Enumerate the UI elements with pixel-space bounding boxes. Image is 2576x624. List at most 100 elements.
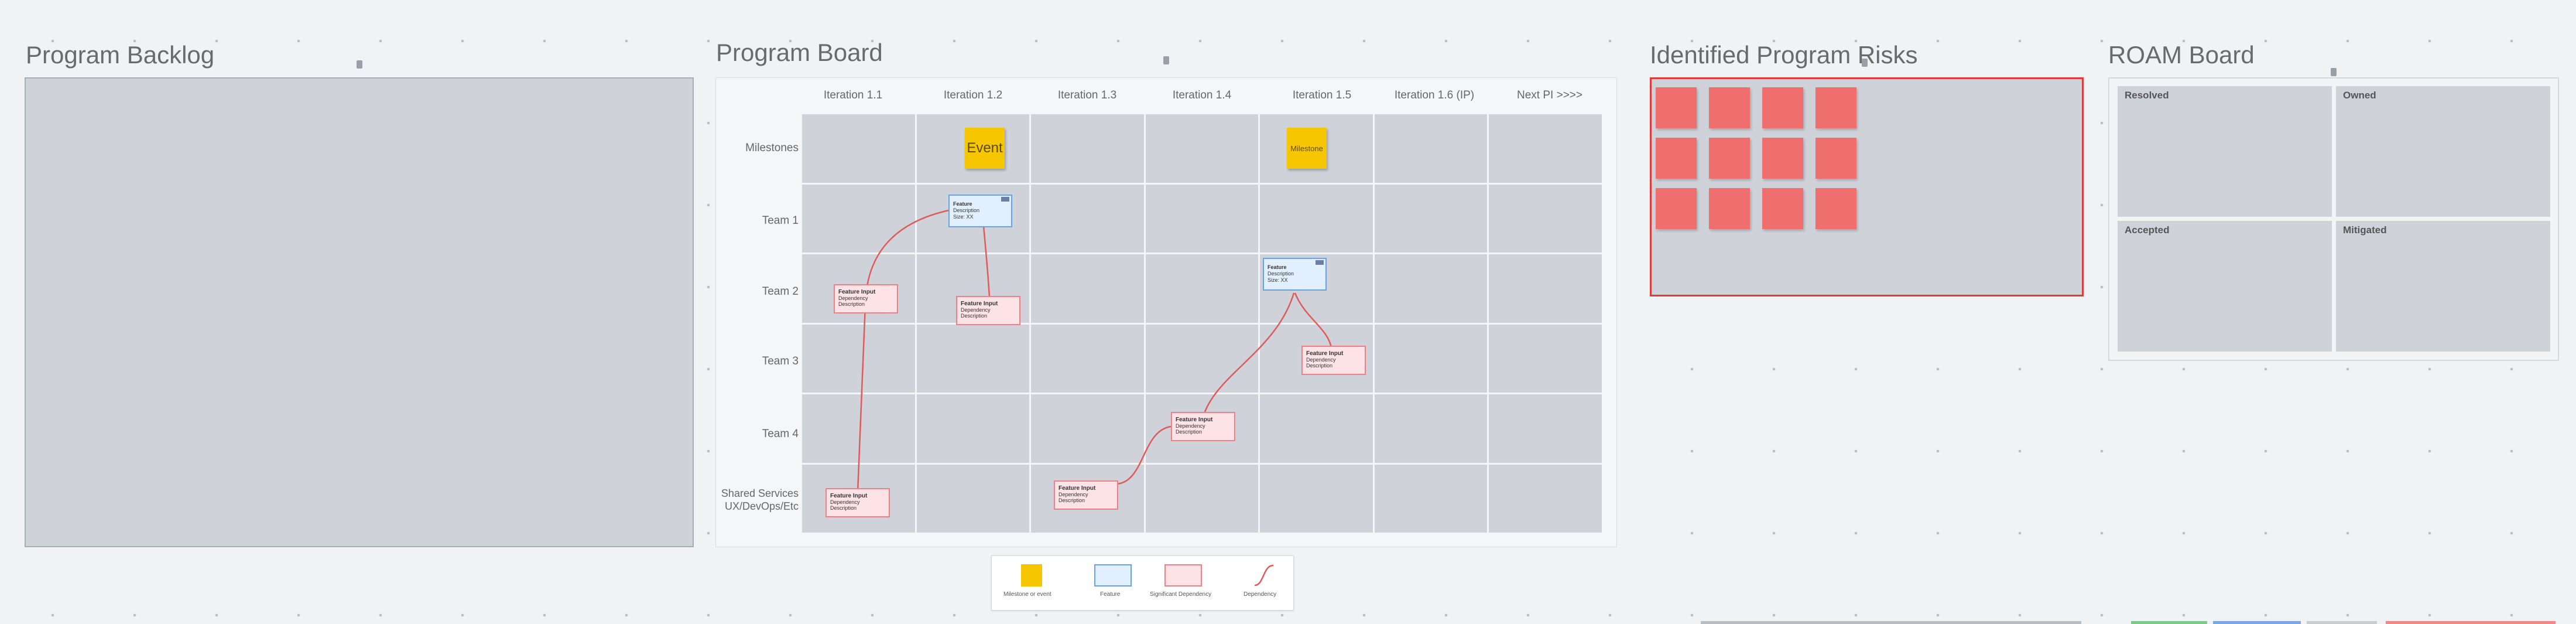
- dependency-title: Feature Input: [961, 301, 998, 307]
- dependency-description: Dependency Description: [961, 307, 991, 319]
- board-cell[interactable]: [1489, 324, 1602, 393]
- risk-sticky[interactable]: [1656, 138, 1697, 179]
- board-cell[interactable]: [1260, 184, 1373, 253]
- board-cell[interactable]: [1260, 464, 1373, 533]
- risk-sticky[interactable]: [1709, 138, 1750, 179]
- dependency-description: Dependency Description: [1176, 423, 1205, 435]
- board-cell[interactable]: [1374, 324, 1487, 393]
- risk-sticky[interactable]: [1815, 188, 1856, 229]
- board-cell[interactable]: [802, 394, 915, 463]
- bottom-edge-object: [1701, 621, 2081, 624]
- board-cell[interactable]: [1031, 254, 1144, 323]
- board-cell[interactable]: [1145, 254, 1258, 323]
- column-header-iteration-1-2: Iteration 1.2: [943, 89, 1003, 101]
- milestone-label: Milestone: [1290, 144, 1323, 153]
- feature-card-team2[interactable]: Feature Description Size: XX: [1263, 258, 1327, 291]
- bottom-edge-object: [2307, 621, 2377, 624]
- risks-resize-handle[interactable]: [1862, 59, 1868, 67]
- feature-card-team1[interactable]: Feature Description Size: XX: [948, 195, 1012, 227]
- column-header-iteration-1-5: Iteration 1.5: [1292, 89, 1352, 101]
- risk-sticky[interactable]: [1762, 138, 1803, 179]
- milestone-sticky[interactable]: Milestone: [1287, 128, 1327, 169]
- board-cell[interactable]: [1374, 184, 1487, 253]
- roam-resize-handle[interactable]: [2331, 68, 2337, 76]
- dependency-card-team3-iter15[interactable]: Feature Input Dependency Description: [1301, 346, 1366, 375]
- backlog-resize-handle[interactable]: [357, 60, 362, 69]
- dependency-description: Dependency Description: [838, 295, 868, 307]
- roam-quadrant-accepted[interactable]: Accepted: [2118, 221, 2332, 352]
- dependency-card-team4-iter14[interactable]: Feature Input Dependency Description: [1171, 412, 1235, 441]
- dependency-title: Feature Input: [1306, 350, 1344, 357]
- feature-size: Size: XX: [953, 214, 974, 220]
- dependency-card-team2-iter12[interactable]: Feature Input Dependency Description: [956, 296, 1020, 325]
- dependency-title: Feature Input: [830, 493, 868, 499]
- connector-team2-to-team3-iter15: [1294, 292, 1333, 351]
- board-cell[interactable]: [1145, 464, 1258, 533]
- bottom-edge-object: [2131, 621, 2207, 624]
- legend-label-significant-dependency: Significant Dependency: [1150, 591, 1212, 598]
- board-cell[interactable]: [1489, 464, 1602, 533]
- board-cell[interactable]: [802, 324, 915, 393]
- feature-description: Description: [953, 207, 980, 213]
- board-cell[interactable]: [1489, 114, 1602, 183]
- board-cell[interactable]: [1031, 324, 1144, 393]
- board-cell[interactable]: [1031, 184, 1144, 253]
- bottom-edge-object: [2213, 621, 2301, 624]
- board-cell[interactable]: [1374, 114, 1487, 183]
- board-resize-handle[interactable]: [1163, 56, 1169, 64]
- board-cell[interactable]: [1145, 114, 1258, 183]
- feature-description: Description: [1268, 271, 1294, 277]
- board-cell[interactable]: [1374, 254, 1487, 323]
- risk-sticky[interactable]: [1762, 188, 1803, 229]
- risk-sticky[interactable]: [1709, 188, 1750, 229]
- feature-title: Feature: [953, 201, 972, 207]
- legend-label-milestone: Milestone or event: [1003, 591, 1051, 598]
- connector-shared-iter13-to-team4: [1115, 425, 1171, 485]
- risk-sticky[interactable]: [1815, 87, 1856, 128]
- event-sticky[interactable]: Event: [965, 128, 1005, 169]
- roam-quadrant-resolved[interactable]: Resolved: [2118, 86, 2332, 217]
- roam-quadrant-owned[interactable]: Owned: [2336, 86, 2550, 217]
- roam-board-title: ROAM Board: [2108, 41, 2255, 69]
- board-cell[interactable]: [1489, 394, 1602, 463]
- board-cell[interactable]: [1374, 464, 1487, 533]
- roam-quadrant-label: Mitigated: [2343, 224, 2387, 236]
- dependency-card-team2-iter11[interactable]: Feature Input Dependency Description: [834, 284, 898, 313]
- risk-sticky[interactable]: [1762, 87, 1803, 128]
- board-cell[interactable]: [1145, 324, 1258, 393]
- identified-risks-title: Identified Program Risks: [1650, 41, 1918, 69]
- connector-team1-to-shared: [857, 209, 952, 493]
- board-cell[interactable]: [916, 464, 1029, 533]
- risk-sticky[interactable]: [1709, 87, 1750, 128]
- risk-sticky[interactable]: [1815, 138, 1856, 179]
- board-cell[interactable]: [916, 324, 1029, 393]
- feature-title: Feature: [1268, 264, 1287, 270]
- board-cell[interactable]: [1260, 394, 1373, 463]
- program-backlog-frame[interactable]: [25, 77, 694, 547]
- row-header-team-1: Team 1: [762, 214, 799, 227]
- board-cell[interactable]: [1031, 114, 1144, 183]
- feature-tag: [1001, 197, 1009, 202]
- dependency-card-shared-iter13[interactable]: Feature Input Dependency Description: [1054, 480, 1118, 510]
- board-cell[interactable]: [1489, 184, 1602, 253]
- risk-sticky[interactable]: [1656, 188, 1697, 229]
- connector-team4-to-team2-iter15: [1202, 292, 1295, 418]
- legend-label-feature: Feature: [1100, 591, 1121, 598]
- board-cell[interactable]: [802, 184, 915, 253]
- board-cell[interactable]: [1031, 394, 1144, 463]
- row-header-milestones: Milestones: [745, 142, 799, 154]
- board-cell[interactable]: [1145, 184, 1258, 253]
- column-header-next-pi: Next PI >>>>: [1517, 89, 1582, 101]
- board-cell[interactable]: [802, 114, 915, 183]
- column-header-iteration-1-3: Iteration 1.3: [1057, 89, 1117, 101]
- connector-team1-to-team2-iter12: [982, 225, 991, 298]
- roam-quadrant-mitigated[interactable]: Mitigated: [2336, 221, 2550, 352]
- board-cell[interactable]: [1489, 254, 1602, 323]
- dependency-card-shared-iter11[interactable]: Feature Input Dependency Description: [825, 488, 890, 517]
- board-cell[interactable]: [916, 394, 1029, 463]
- legend-milestone-swatch: [1021, 564, 1042, 587]
- board-legend: Milestone or event Feature Significant D…: [991, 555, 1294, 611]
- board-cell[interactable]: [1374, 394, 1487, 463]
- risk-sticky[interactable]: [1656, 87, 1697, 128]
- legend-label-dependency: Dependency: [1244, 591, 1277, 598]
